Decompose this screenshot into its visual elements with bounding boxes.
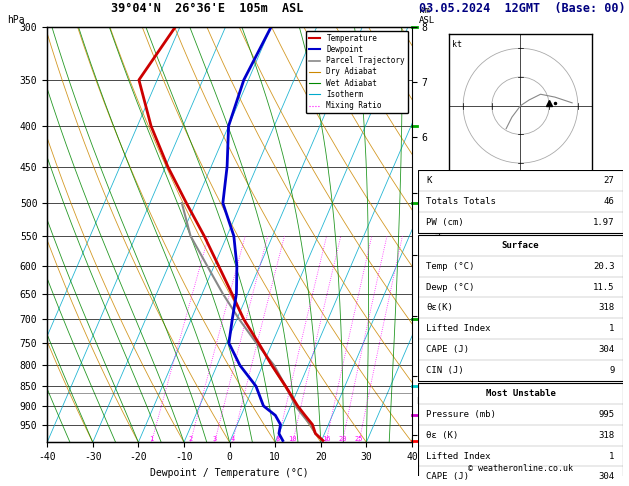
Text: PW (cm): PW (cm) [426, 218, 464, 226]
Text: 4: 4 [230, 436, 235, 442]
Text: 39°04'N  26°36'E  105m  ASL: 39°04'N 26°36'E 105m ASL [111, 2, 304, 15]
Text: LCL: LCL [416, 397, 431, 406]
Text: 16: 16 [322, 436, 330, 442]
Text: θε (K): θε (K) [426, 431, 459, 440]
Text: 25: 25 [355, 436, 363, 442]
Text: 20.3: 20.3 [593, 262, 615, 271]
Text: 318: 318 [598, 431, 615, 440]
Text: Temp (°C): Temp (°C) [426, 262, 475, 271]
Bar [418, 383, 623, 486]
Text: CIN (J): CIN (J) [426, 366, 464, 375]
Text: 46: 46 [604, 197, 615, 206]
Text: 27: 27 [604, 176, 615, 185]
Text: 995: 995 [598, 410, 615, 419]
Text: 1: 1 [609, 451, 615, 461]
Text: θε(K): θε(K) [426, 303, 454, 312]
Y-axis label: Mixing Ratio (g/kg): Mixing Ratio (g/kg) [431, 179, 442, 290]
Text: 9: 9 [609, 366, 615, 375]
Bar [418, 235, 623, 381]
Text: 20: 20 [338, 436, 347, 442]
Text: Surface: Surface [502, 241, 539, 250]
Text: 3: 3 [213, 436, 217, 442]
Text: CAPE (J): CAPE (J) [426, 345, 469, 354]
X-axis label: Dewpoint / Temperature (°C): Dewpoint / Temperature (°C) [150, 468, 309, 478]
Text: Dewp (°C): Dewp (°C) [426, 282, 475, 292]
Text: hPa: hPa [7, 15, 25, 25]
Bar [418, 170, 623, 233]
Text: 1: 1 [149, 436, 153, 442]
Text: 8: 8 [276, 436, 280, 442]
Text: 1: 1 [609, 324, 615, 333]
Text: 304: 304 [598, 472, 615, 482]
Text: Lifted Index: Lifted Index [426, 324, 491, 333]
Text: 318: 318 [598, 303, 615, 312]
Text: Pressure (mb): Pressure (mb) [426, 410, 496, 419]
Legend: Temperature, Dewpoint, Parcel Trajectory, Dry Adiabat, Wet Adiabat, Isotherm, Mi: Temperature, Dewpoint, Parcel Trajectory… [306, 31, 408, 113]
Text: 304: 304 [598, 345, 615, 354]
Text: km
ASL: km ASL [420, 6, 435, 25]
Text: kt: kt [452, 40, 462, 49]
Text: Most Unstable: Most Unstable [486, 389, 555, 398]
Text: 10: 10 [289, 436, 297, 442]
Text: 2: 2 [188, 436, 192, 442]
Text: Lifted Index: Lifted Index [426, 451, 491, 461]
Text: 03.05.2024  12GMT  (Base: 00): 03.05.2024 12GMT (Base: 00) [419, 2, 625, 15]
Text: CAPE (J): CAPE (J) [426, 472, 469, 482]
Text: 11.5: 11.5 [593, 282, 615, 292]
Text: 1.97: 1.97 [593, 218, 615, 226]
Text: © weatheronline.co.uk: © weatheronline.co.uk [468, 464, 573, 473]
Text: Totals Totals: Totals Totals [426, 197, 496, 206]
Text: K: K [426, 176, 432, 185]
